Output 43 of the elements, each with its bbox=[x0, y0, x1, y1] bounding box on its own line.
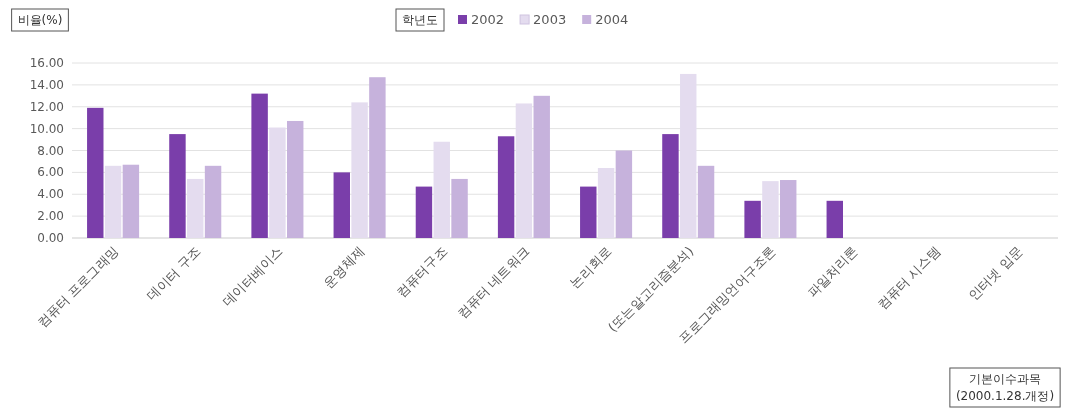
bar bbox=[662, 134, 679, 238]
bar bbox=[87, 107, 104, 238]
y-tick-label: 12.00 bbox=[29, 99, 64, 114]
bar bbox=[580, 186, 597, 238]
bar bbox=[269, 127, 286, 238]
bar bbox=[169, 134, 186, 238]
bar bbox=[497, 136, 515, 238]
bar bbox=[122, 164, 140, 238]
y-tick-label: 4.00 bbox=[37, 187, 64, 202]
bar bbox=[780, 180, 797, 238]
legend-label: 2002 bbox=[471, 12, 505, 27]
bar bbox=[204, 165, 222, 238]
bar bbox=[680, 73, 697, 238]
bar bbox=[415, 186, 433, 238]
bar bbox=[187, 178, 204, 238]
bar bbox=[451, 178, 468, 238]
x-axis-title: 기본이수과목 (2000.1.28.개정) bbox=[955, 372, 1055, 403]
y-tick-label: 6.00 bbox=[37, 165, 64, 180]
bar bbox=[333, 172, 350, 238]
bar bbox=[104, 165, 122, 238]
y-tick-label: 14.00 bbox=[29, 77, 64, 92]
bar bbox=[515, 103, 533, 238]
bar bbox=[369, 77, 386, 238]
bar bbox=[615, 150, 633, 238]
y-tick-label: 10.00 bbox=[29, 121, 64, 136]
y-axis-title: 비율(%) bbox=[17, 13, 63, 27]
y-tick-label: 2.00 bbox=[37, 209, 64, 224]
bar bbox=[762, 181, 779, 238]
legend-title: 학년도 bbox=[402, 13, 438, 27]
bar bbox=[744, 200, 761, 238]
bar bbox=[433, 141, 450, 238]
legend-label: 2004 bbox=[595, 12, 629, 27]
bar bbox=[251, 93, 268, 238]
y-tick-label: 16.00 bbox=[29, 56, 64, 70]
legend-label: 2003 bbox=[533, 12, 567, 27]
bar bbox=[533, 95, 550, 238]
bar bbox=[597, 168, 615, 238]
bar bbox=[351, 102, 368, 238]
y-tick-label: 8.00 bbox=[37, 143, 64, 158]
bar bbox=[287, 120, 304, 238]
bar bbox=[826, 200, 843, 238]
bar bbox=[697, 165, 715, 238]
y-tick-label: 0.00 bbox=[37, 231, 64, 245]
